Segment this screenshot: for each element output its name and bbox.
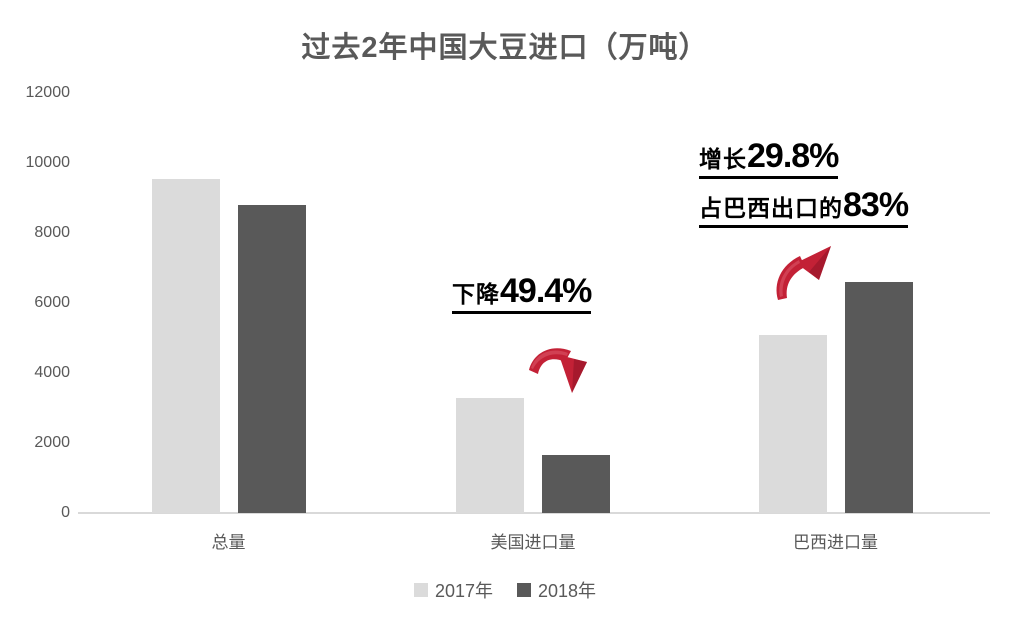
chart-title: 过去2年中国大豆进口（万吨） (301, 32, 709, 64)
category-label-total: 总量 (211, 533, 246, 552)
legend-item-2018: 2018年 (517, 577, 596, 603)
legend-label: 2018年 (538, 581, 597, 601)
x-axis-baseline (78, 512, 990, 514)
legend-item-2017: 2017年 (413, 577, 493, 603)
bar-2018-total (237, 205, 306, 513)
bar-2017-total (151, 178, 220, 513)
y-tick-label-0: 0 (61, 504, 70, 521)
annotation-us-decline: 下降49.4% (452, 272, 592, 314)
y-tick-label-8000: 8000 (34, 224, 70, 241)
annotation-brazil-growth: 增长29.8% 占巴西出口的83% (699, 137, 909, 228)
annotation-value: 49.4% (500, 272, 592, 310)
decline-arrow-icon (529, 348, 587, 393)
annotation-prefix: 占巴西出口的 (699, 195, 843, 221)
legend-label: 2017年 (434, 581, 493, 601)
legend-swatch-icon (413, 583, 428, 597)
annotation-brazil-growth-text: 增长29.8% (699, 137, 839, 179)
y-tick-label-10000: 10000 (25, 154, 71, 171)
bar-2017-brazil-imports (758, 334, 827, 513)
category-label-us-imports: 美国进口量 (490, 533, 576, 552)
chart-legend: 2017年 2018年 (0, 577, 1010, 603)
legend-swatch-icon (517, 583, 531, 597)
annotation-value: 83% (843, 186, 909, 224)
annotation-prefix: 下降 (452, 281, 500, 307)
y-tick-label-2000: 2000 (34, 434, 70, 451)
y-tick-label-4000: 4000 (34, 364, 70, 381)
bar-2017-us-imports (456, 397, 524, 513)
annotation-value: 29.8% (747, 137, 839, 175)
annotation-us-decline-text: 下降49.4% (452, 272, 592, 314)
bar-2018-us-imports (542, 454, 610, 513)
bar-2018-brazil-imports (844, 282, 913, 513)
annotation-prefix: 增长 (699, 146, 747, 172)
y-tick-label-6000: 6000 (34, 294, 70, 311)
category-label-brazil-imports: 巴西进口量 (793, 533, 878, 552)
y-tick-label-12000: 12000 (25, 84, 71, 101)
growth-arrow-icon (776, 246, 831, 300)
annotation-brazil-share-text: 占巴西出口的83% (699, 186, 909, 228)
